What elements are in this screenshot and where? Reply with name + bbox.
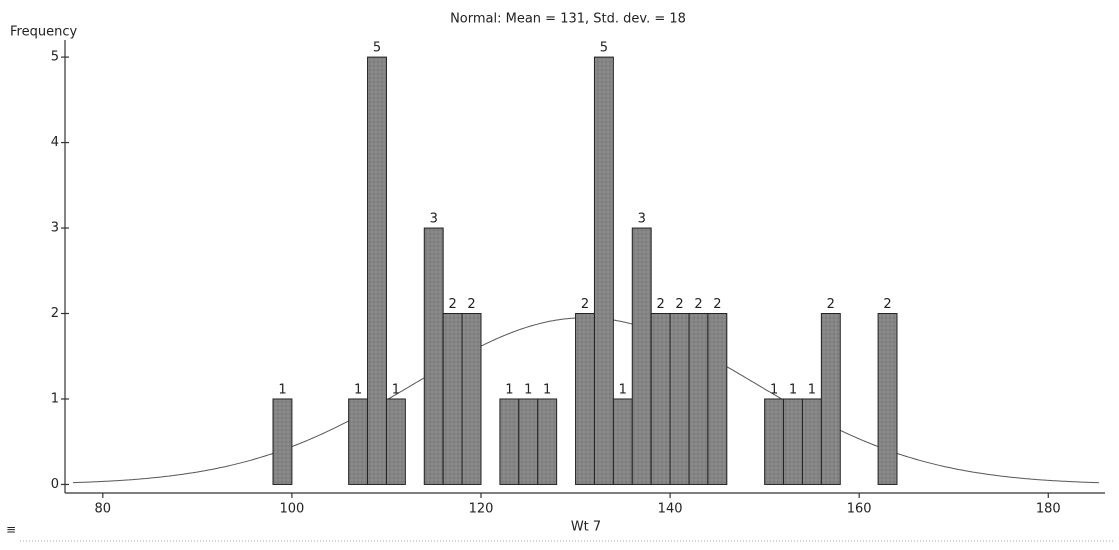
bar <box>442 313 463 485</box>
data-label: 1 <box>789 382 797 397</box>
y-tick-label: 1 <box>51 391 59 406</box>
bar <box>801 398 822 485</box>
bar <box>272 398 293 485</box>
data-label: 1 <box>770 382 778 397</box>
data-label: 3 <box>430 212 438 227</box>
bar <box>612 398 633 485</box>
bar <box>688 313 709 485</box>
bar <box>764 398 785 485</box>
bar <box>650 313 671 485</box>
data-label: 1 <box>619 382 627 397</box>
data-label: 2 <box>675 297 683 312</box>
menu-icon[interactable]: ≡ <box>6 523 16 537</box>
bar <box>348 398 369 485</box>
chart-title: Normal: Mean = 131, Std. dev. = 18 <box>450 12 686 27</box>
data-label: 2 <box>713 297 721 312</box>
x-tick-label: 120 <box>469 502 494 517</box>
bar <box>575 313 595 485</box>
bar <box>707 313 728 485</box>
data-label: 2 <box>656 297 664 312</box>
data-label: 2 <box>694 297 702 312</box>
data-label: 5 <box>600 41 608 56</box>
data-label: 3 <box>638 212 646 227</box>
data-label: 2 <box>883 297 891 312</box>
x-tick-label: 140 <box>658 502 683 517</box>
data-label: 2 <box>827 297 835 312</box>
y-tick-label: 2 <box>51 306 59 321</box>
x-tick-label: 160 <box>847 502 872 517</box>
bar <box>385 398 406 485</box>
data-label: 1 <box>392 382 400 397</box>
bar <box>593 56 614 485</box>
bar <box>461 313 482 485</box>
y-tick-label: 3 <box>51 221 59 236</box>
bar <box>669 313 690 485</box>
bar <box>877 313 898 485</box>
bar <box>518 398 539 485</box>
data-label: 1 <box>524 382 532 397</box>
bar <box>367 56 387 485</box>
data-label: 1 <box>354 382 362 397</box>
y-tick-label: 4 <box>51 135 59 150</box>
y-tick-label: 5 <box>51 50 59 65</box>
data-label: 5 <box>373 41 381 56</box>
data-label: 2 <box>581 297 589 312</box>
y-axis-label: Frequency <box>10 25 77 40</box>
data-label: 1 <box>505 382 513 397</box>
y-tick-label: 0 <box>51 477 59 492</box>
bar <box>499 398 520 485</box>
x-tick-label: 100 <box>279 502 304 517</box>
data-label: 1 <box>278 382 286 397</box>
bar <box>783 398 803 485</box>
data-label: 1 <box>543 382 551 397</box>
bar <box>820 313 841 485</box>
bar <box>631 227 652 485</box>
x-tick-label: 180 <box>1036 502 1061 517</box>
bar <box>537 398 558 485</box>
data-label: 1 <box>808 382 816 397</box>
x-axis-label: Wt 7 <box>571 520 601 535</box>
data-label: 2 <box>467 297 475 312</box>
bar <box>423 227 444 485</box>
x-tick-label: 80 <box>95 502 112 517</box>
data-label: 2 <box>448 297 456 312</box>
